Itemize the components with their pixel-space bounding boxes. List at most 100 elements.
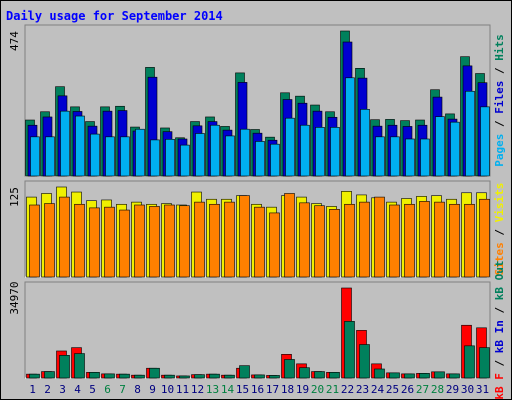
- bar-kb-out-day-23: [359, 344, 370, 379]
- bar-sites-day-14: [224, 201, 235, 278]
- axis-label-part: /: [493, 61, 506, 81]
- bar-pages-day-14: [225, 135, 235, 177]
- bar-sites-day-24: [374, 196, 385, 278]
- bar-kb-out-day-8: [134, 374, 145, 379]
- day-label-16: 16: [251, 383, 264, 396]
- bar-pages-day-27: [420, 138, 430, 177]
- axis-label-part: /: [493, 222, 506, 242]
- bar-kb-out-day-2: [44, 371, 55, 379]
- bar-pages-day-6: [105, 136, 115, 177]
- bar-pages-day-3: [60, 110, 70, 177]
- bar-sites-day-15: [239, 195, 250, 278]
- day-label-28: 28: [431, 383, 444, 396]
- axis-label-part: /: [493, 353, 506, 373]
- day-label-27: 27: [416, 383, 429, 396]
- bar-kb-out-day-31: [479, 347, 490, 379]
- panel-hits-files-pages: 474 Pages / Files / Hits: [8, 24, 506, 177]
- panel-kbf-kbin-kbout: 34970 kB F / kB In / kB Out: [8, 260, 506, 399]
- bar-kb-out-day-12: [194, 374, 205, 379]
- day-label-26: 26: [401, 383, 414, 396]
- bar-sites-day-7: [119, 209, 130, 278]
- day-label-30: 30: [461, 383, 474, 396]
- ymax-label: 125: [8, 187, 21, 207]
- bar-pages-day-23: [360, 109, 370, 177]
- bar-sites-day-9: [149, 206, 160, 278]
- bar-kb-out-day-24: [374, 368, 385, 379]
- bar-kb-out-day-5: [89, 372, 100, 379]
- axis-label-part: Pages: [493, 134, 506, 167]
- bar-kb-out-day-13: [209, 373, 220, 379]
- bar-kb-out-day-27: [419, 373, 430, 379]
- day-label-9: 9: [149, 383, 156, 396]
- day-label-1: 1: [29, 383, 36, 396]
- bar-sites-day-4: [74, 203, 85, 278]
- bar-sites-day-17: [269, 212, 280, 278]
- bar-kb-out-day-3: [59, 355, 70, 379]
- ymax-label: 34970: [8, 281, 21, 314]
- day-label-8: 8: [134, 383, 141, 396]
- bar-kb-out-day-6: [104, 373, 115, 379]
- bar-pages-day-24: [375, 136, 385, 177]
- bar-pages-day-31: [480, 106, 490, 177]
- bar-pages-day-15: [240, 128, 250, 177]
- bar-sites-day-26: [404, 203, 415, 278]
- day-label-31: 31: [476, 383, 489, 396]
- bar-sites-day-8: [134, 204, 145, 278]
- bar-kb-out-day-26: [404, 373, 415, 379]
- chart-title: Daily usage for September 2014: [6, 9, 223, 23]
- bar-pages-day-19: [300, 124, 310, 177]
- axis-label-part: kB In: [493, 320, 506, 353]
- bar-kb-out-day-25: [389, 372, 400, 379]
- axis-label-part: Sites: [493, 242, 506, 275]
- ymax-label: 474: [8, 31, 21, 51]
- bar-pages-day-7: [120, 136, 130, 177]
- bar-kb-out-day-4: [74, 353, 85, 379]
- axis-label-part: Files: [493, 81, 506, 114]
- bar-kb-out-day-22: [344, 321, 355, 379]
- day-label-17: 17: [266, 383, 279, 396]
- day-label-14: 14: [221, 383, 235, 396]
- bar-sites-day-6: [104, 206, 115, 278]
- bar-kb-out-day-10: [164, 374, 175, 379]
- axis-label-part: Hits: [493, 34, 506, 61]
- axis-label-part: /: [493, 114, 506, 134]
- bar-pages-day-21: [330, 127, 340, 177]
- day-label-23: 23: [356, 383, 369, 396]
- bar-kb-out-day-18: [284, 359, 295, 379]
- bar-sites-day-18: [284, 193, 295, 278]
- day-label-15: 15: [236, 383, 249, 396]
- bar-sites-day-5: [89, 207, 100, 278]
- axis-label-kbf-kbin-kbout: kB F / kB In / kB Out: [493, 260, 506, 399]
- bar-kb-out-day-1: [29, 373, 40, 379]
- bar-sites-day-28: [434, 201, 445, 278]
- bar-sites-day-1: [29, 204, 40, 278]
- bar-sites-day-19: [299, 202, 310, 278]
- bar-pages-day-2: [45, 136, 55, 177]
- bar-pages-day-28: [435, 116, 445, 177]
- bar-pages-day-16: [255, 141, 265, 177]
- day-label-11: 11: [176, 383, 189, 396]
- day-label-10: 10: [161, 383, 174, 396]
- bar-kb-out-day-9: [149, 367, 160, 379]
- axis-label-visits-sites: Sites / Visits: [493, 183, 506, 276]
- bar-pages-day-8: [135, 128, 145, 177]
- bar-sites-day-11: [179, 205, 190, 278]
- bar-pages-day-13: [210, 124, 220, 177]
- bar-sites-day-31: [479, 198, 490, 278]
- bar-pages-day-18: [285, 117, 295, 177]
- day-label-6: 6: [104, 383, 111, 396]
- bar-sites-day-29: [449, 203, 460, 278]
- bar-sites-day-22: [344, 203, 355, 278]
- bar-pages-day-9: [150, 139, 160, 177]
- day-label-2: 2: [44, 383, 51, 396]
- bar-pages-day-30: [465, 90, 475, 177]
- bar-kb-out-day-19: [299, 367, 310, 379]
- bar-sites-day-30: [464, 203, 475, 278]
- day-label-21: 21: [326, 383, 339, 396]
- bar-kb-out-day-20: [314, 371, 325, 379]
- day-label-22: 22: [341, 383, 354, 396]
- panel-background: [24, 281, 491, 379]
- bar-kb-out-day-11: [179, 375, 190, 379]
- day-label-29: 29: [446, 383, 459, 396]
